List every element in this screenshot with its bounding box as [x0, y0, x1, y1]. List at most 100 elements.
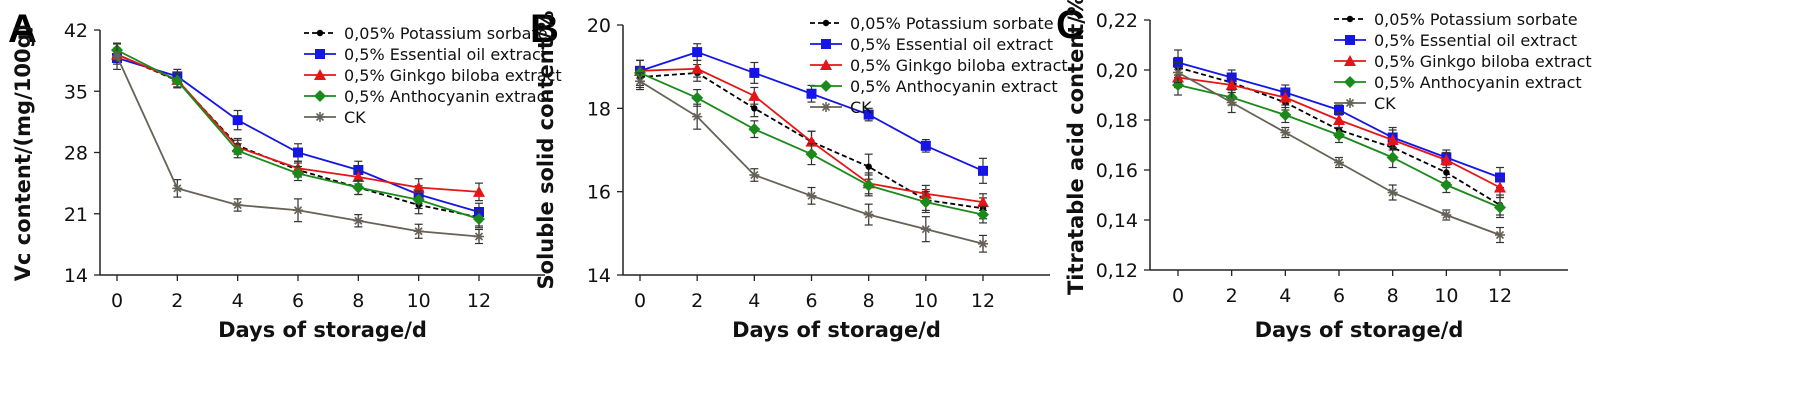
- data-point: [635, 76, 645, 87]
- legend-item: 0,5% Ginkgo biloba extract: [810, 56, 1068, 75]
- legend-item: CK: [810, 98, 872, 117]
- chart-panel-a: A 14 21 28 35 42 0 2 4 6 8 10 12 Days of storage/d Vc …: [8, 7, 562, 342]
- x-tick-label: 2: [1226, 285, 1238, 307]
- x-tick-label: 4: [748, 290, 760, 312]
- y-axis-title: Vc content/(mg/100g): [11, 24, 35, 281]
- x-tick-label: 4: [1279, 285, 1291, 307]
- data-point: [692, 47, 703, 58]
- x-axis-title: Days of storage/d: [1255, 318, 1464, 342]
- x-tick-label: 10: [407, 290, 431, 312]
- data-point: [1225, 79, 1238, 90]
- legend-label: 0,05% Potassium sorbate: [344, 24, 548, 43]
- x-tick-label: 10: [914, 290, 938, 312]
- legend-marker: [314, 90, 326, 102]
- x-axis-title: Days of storage/d: [218, 318, 427, 342]
- legend-item: 0,5% Essential oil extract: [1334, 31, 1577, 50]
- data-point: [231, 144, 244, 157]
- data-point: [865, 163, 872, 170]
- data-point: [473, 185, 485, 197]
- data-point: [232, 200, 243, 210]
- data-point: [1334, 105, 1344, 115]
- data-point: [474, 231, 484, 242]
- data-point: [691, 91, 704, 104]
- legend-item: 0,5% Essential oil extract: [810, 35, 1053, 54]
- data-point: [412, 181, 425, 193]
- y-tick-label: 0,14: [1096, 210, 1138, 232]
- legend-item: CK: [304, 108, 366, 127]
- x-tick-label: 2: [171, 290, 183, 312]
- y-tick-label: 0,20: [1096, 60, 1138, 82]
- legend-marker: [1346, 15, 1354, 23]
- y-tick-label: 21: [64, 204, 88, 226]
- legend-label: 0,5% Essential oil extract: [850, 35, 1053, 54]
- legend: 0,05% Potassium sorbate 0,5% Essential oi…: [1334, 10, 1592, 113]
- y-tick-label: 35: [64, 81, 88, 103]
- x-axis-title: Days of storage/d: [732, 318, 941, 342]
- data-point: [1173, 67, 1183, 78]
- legend-item: 0,05% Potassium sorbate: [810, 14, 1054, 33]
- data-point: [413, 226, 424, 237]
- legend-label: 0,5% Anthocyanin extract: [850, 77, 1058, 96]
- data-point: [352, 181, 365, 194]
- x-tick-label: 12: [1488, 285, 1512, 307]
- data-point: [1386, 134, 1399, 145]
- legend-marker: [316, 29, 324, 37]
- data-point: [473, 213, 485, 225]
- data-point: [292, 167, 304, 180]
- data-point: [978, 165, 988, 176]
- data-point: [806, 190, 817, 201]
- data-point: [806, 88, 817, 99]
- data-point: [352, 171, 365, 182]
- y-tick-label: 0,16: [1096, 160, 1138, 182]
- legend-item: 0,05% Potassium sorbate: [304, 24, 548, 43]
- x-tick-label: 0: [111, 290, 123, 312]
- data-point: [353, 215, 364, 226]
- data-point: [1279, 109, 1292, 121]
- y-axis-title: Soluble solid content/%: [534, 11, 558, 290]
- data-point: [1494, 201, 1506, 214]
- panel-letter: B: [530, 7, 559, 51]
- x-tick-label: 8: [352, 290, 364, 312]
- y-tick-label: 14: [587, 265, 611, 287]
- data-point: [1441, 210, 1452, 220]
- legend-marker: [821, 39, 831, 49]
- data-point: [977, 196, 989, 208]
- x-tick-label: 0: [634, 290, 646, 312]
- legend-item: CK: [1334, 94, 1396, 113]
- data-point: [862, 179, 875, 192]
- data-point: [691, 62, 704, 74]
- y-tick-label: 18: [587, 98, 611, 120]
- y-tick-label: 42: [64, 20, 88, 42]
- data-point: [1386, 151, 1399, 164]
- data-point: [748, 123, 761, 136]
- data-point: [805, 148, 818, 161]
- legend-label: 0,5% Ginkgo biloba extract: [850, 56, 1068, 75]
- legend-label: CK: [344, 108, 366, 127]
- x-tick-label: 12: [467, 290, 491, 312]
- y-tick-label: 20: [587, 15, 611, 37]
- data-point: [1440, 154, 1453, 165]
- legend-label: 0,5% Ginkgo biloba extract: [344, 66, 562, 85]
- data-point: [1443, 169, 1450, 176]
- data-point: [293, 147, 303, 158]
- legend-marker: [315, 112, 325, 122]
- legend-label: CK: [850, 98, 872, 117]
- x-tick-label: 6: [805, 290, 817, 312]
- data-point: [1334, 157, 1344, 168]
- legend-label: 0,5% Anthocyanin extract: [344, 87, 552, 106]
- data-point: [412, 193, 425, 206]
- legend-item: 0,5% Anthocyanin extract: [810, 77, 1058, 96]
- legend-item: 0,05% Potassium sorbate: [1334, 10, 1578, 29]
- data-point: [749, 170, 760, 180]
- data-point: [919, 196, 932, 209]
- data-point: [1333, 114, 1345, 125]
- data-point: [1333, 129, 1345, 141]
- legend-marker: [314, 69, 326, 80]
- y-axis-title: Titratable acid content/%: [1064, 0, 1088, 295]
- series-5: [112, 42, 484, 245]
- x-tick-label: 8: [863, 290, 875, 312]
- legend-item: 0,5% Ginkgo biloba extract: [304, 66, 562, 85]
- data-point: [692, 111, 703, 122]
- legend-marker: [821, 102, 831, 112]
